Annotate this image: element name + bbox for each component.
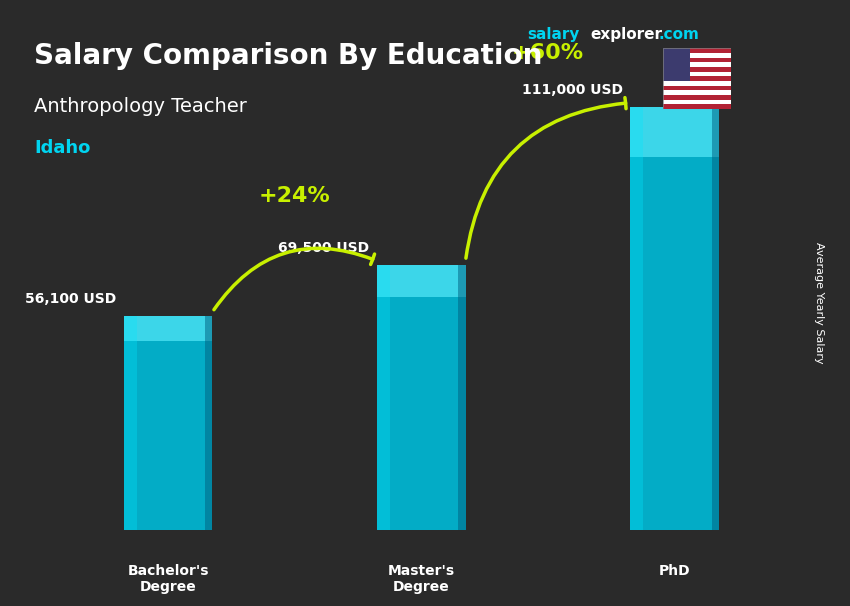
Text: explorer: explorer — [591, 27, 663, 42]
Text: +60%: +60% — [512, 43, 584, 63]
Bar — [663, 100, 731, 104]
Text: Salary Comparison By Education: Salary Comparison By Education — [34, 42, 542, 70]
Bar — [377, 265, 466, 296]
Text: Average Yearly Salary: Average Yearly Salary — [814, 242, 824, 364]
Bar — [663, 76, 731, 81]
Text: 56,100 USD: 56,100 USD — [25, 292, 116, 306]
Bar — [711, 107, 719, 530]
Bar — [630, 107, 719, 158]
Bar — [663, 62, 731, 67]
Bar — [458, 265, 466, 530]
Bar — [377, 265, 390, 530]
Text: +24%: +24% — [258, 186, 331, 206]
Text: .com: .com — [659, 27, 700, 42]
Bar — [630, 107, 719, 530]
Bar — [124, 316, 212, 530]
Bar — [377, 265, 466, 530]
Bar — [663, 53, 731, 58]
Text: 111,000 USD: 111,000 USD — [522, 83, 622, 97]
Bar — [663, 104, 731, 109]
Text: PhD: PhD — [659, 564, 690, 578]
Bar — [663, 86, 731, 90]
Bar — [206, 316, 212, 530]
Bar — [630, 107, 643, 530]
Bar — [663, 67, 731, 72]
Text: salary: salary — [527, 27, 580, 42]
Bar — [663, 81, 731, 86]
Text: Bachelor's
Degree: Bachelor's Degree — [128, 564, 209, 594]
Bar — [124, 316, 137, 530]
Bar — [663, 48, 731, 53]
Text: 69,500 USD: 69,500 USD — [278, 241, 370, 255]
Bar — [663, 58, 731, 62]
Text: Idaho: Idaho — [34, 139, 90, 158]
Text: Anthropology Teacher: Anthropology Teacher — [34, 97, 246, 116]
Text: Master's
Degree: Master's Degree — [388, 564, 455, 594]
Bar — [663, 95, 731, 100]
Bar — [663, 72, 731, 76]
Bar — [124, 316, 212, 341]
Bar — [663, 48, 690, 81]
Bar — [663, 90, 731, 95]
